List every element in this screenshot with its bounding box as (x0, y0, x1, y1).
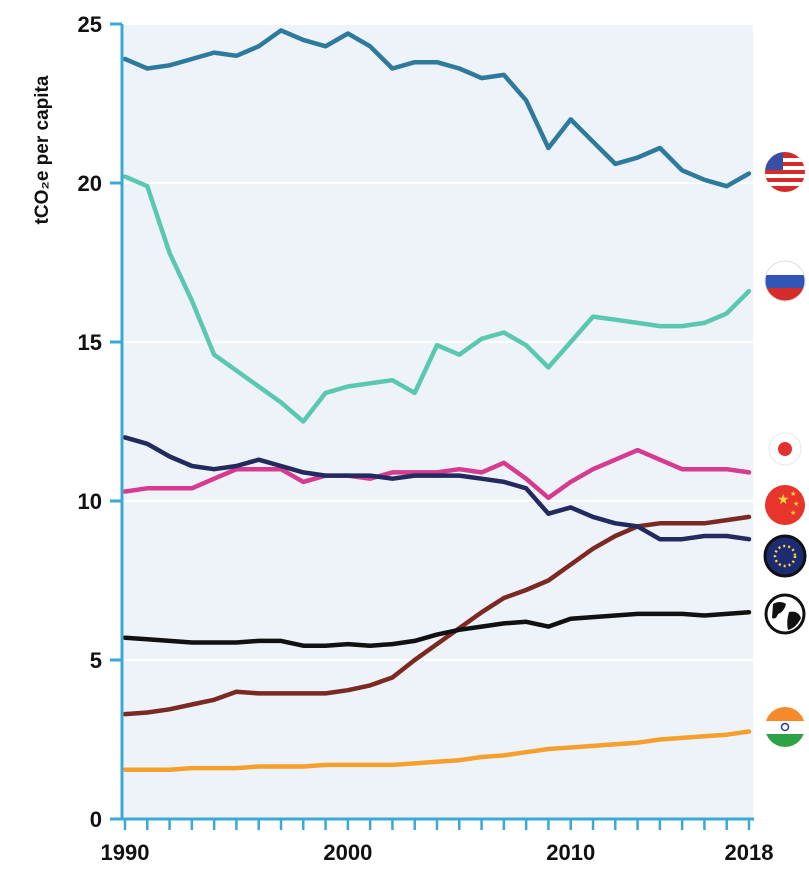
svg-text:★: ★ (777, 492, 790, 508)
globe-icon (764, 593, 806, 635)
y-tick-label: 20 (78, 171, 102, 196)
series-line-globe (122, 610, 752, 648)
eu-flag-icon (763, 534, 807, 578)
y-ticks: 0 5 10 15 20 25 (78, 12, 122, 832)
series-line-russia-flag (122, 174, 752, 424)
svg-text:★: ★ (793, 500, 799, 508)
series-line-india-flag (122, 729, 752, 772)
y-tick-label: 5 (90, 648, 102, 673)
svg-text:★: ★ (790, 490, 796, 498)
y-tick-label: 15 (78, 330, 102, 355)
gridlines (122, 23, 753, 661)
india-flag-icon (765, 707, 805, 747)
series-group (122, 28, 752, 772)
x-tick-label: 1990 (101, 840, 150, 865)
x-tick-label: 2010 (546, 840, 595, 865)
x-tick-label: 2000 (323, 840, 372, 865)
series-line-china-flag (122, 514, 752, 717)
series-line-japan-flag (122, 447, 752, 501)
x-tick-label: 2018 (725, 840, 774, 865)
series-line-usa-flag (122, 28, 752, 189)
y-tick-label: 25 (78, 12, 102, 37)
y-tick-label: 0 (90, 807, 102, 832)
china-flag-icon: ★ ★ ★ ★ (765, 485, 805, 525)
japan-flag-icon (768, 432, 802, 466)
russia-flag-icon (764, 260, 806, 302)
series-line-eu-flag (122, 435, 752, 542)
svg-text:★: ★ (790, 509, 796, 517)
y-axis-label: tCO₂e per capita (32, 75, 53, 224)
x-minor-ticks (123, 819, 751, 830)
usa-flag-icon (765, 152, 805, 192)
x-ticks: 1990 2000 2010 2018 (101, 840, 774, 865)
y-tick-label: 10 (78, 489, 102, 514)
plot-background (122, 24, 753, 818)
